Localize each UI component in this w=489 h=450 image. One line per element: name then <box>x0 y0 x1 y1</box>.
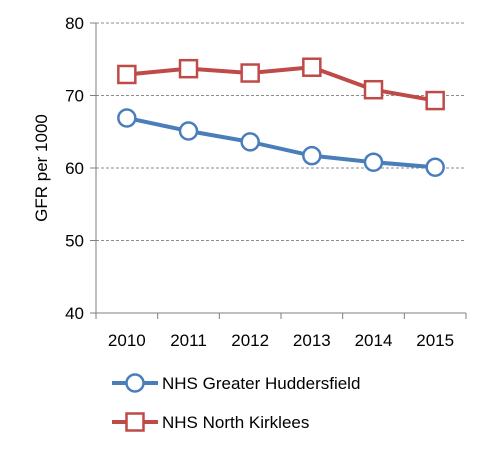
legend-marker-circle <box>125 373 145 393</box>
legend-label: NHS Greater Huddersfield <box>162 374 360 393</box>
legend: NHS Greater Huddersfield NHS North Kirkle… <box>112 373 360 432</box>
y-tick-label: 70 <box>65 87 84 106</box>
series <box>117 57 445 178</box>
x-tick-label: 2015 <box>416 331 454 350</box>
legend-label: NHS North Kirklees <box>162 413 309 432</box>
legend-item: NHS Greater Huddersfield <box>112 373 360 393</box>
tick-labels: 40 50 60 70 80 2010 2011 2012 2013 2014 2015 <box>65 14 454 350</box>
series-1 <box>117 108 445 178</box>
data-point-square <box>425 90 445 111</box>
gridlines <box>96 22 466 241</box>
data-point-square <box>178 58 199 79</box>
series-line <box>126 116 436 170</box>
data-point-square <box>117 64 137 85</box>
legend-item: NHS North Kirklees <box>112 412 309 432</box>
x-tick-label: 2010 <box>108 331 146 350</box>
axes <box>90 22 467 319</box>
y-tick-label: 40 <box>65 304 84 323</box>
data-point-square <box>363 79 384 100</box>
x-tick-label: 2012 <box>231 331 269 350</box>
data-point-circle <box>117 108 137 128</box>
data-point-circle <box>425 157 445 178</box>
data-point-circle <box>240 132 260 152</box>
x-tick-label: 2014 <box>355 331 393 350</box>
data-point-circle <box>363 152 384 172</box>
data-point-square <box>302 57 322 77</box>
x-tick-label: 2011 <box>170 331 207 350</box>
y-tick-label: 60 <box>65 159 84 178</box>
data-point-circle <box>302 145 322 166</box>
y-tick-label: 50 <box>65 232 84 251</box>
series-line <box>126 65 436 103</box>
data-point-square <box>240 63 260 83</box>
data-point-circle <box>178 121 199 141</box>
legend-marker-square <box>125 412 145 432</box>
y-tick-label: 80 <box>65 14 84 33</box>
x-tick-label: 2013 <box>293 331 331 350</box>
y-axis-title: GFR per 1000 <box>32 114 51 222</box>
series-2 <box>117 57 445 111</box>
